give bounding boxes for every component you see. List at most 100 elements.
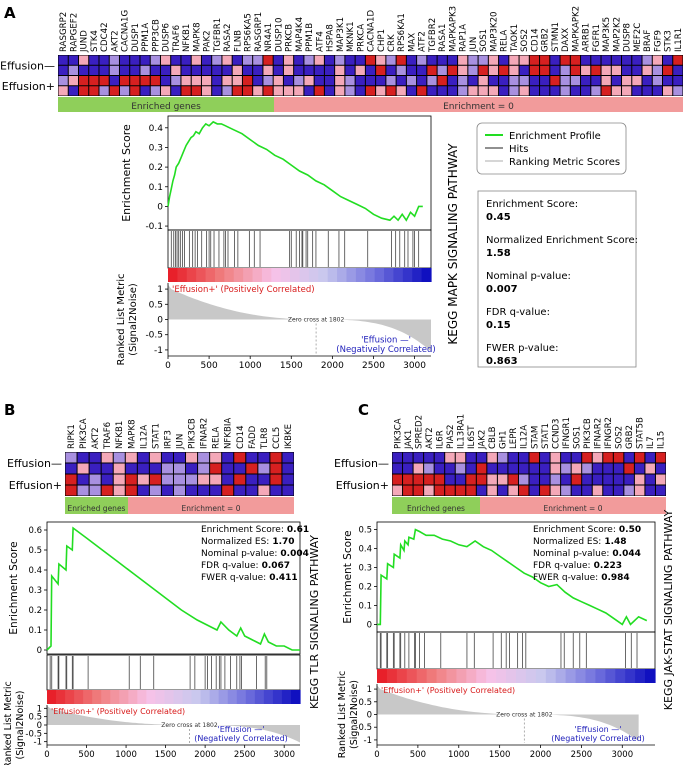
heatmap-cell xyxy=(560,86,570,96)
es-ytick-label: -0.1 xyxy=(145,222,163,232)
heatmap-cell xyxy=(222,86,232,96)
ranking-ramp-segment xyxy=(164,690,175,704)
heatmap-cell xyxy=(396,55,406,65)
heatmap-cell xyxy=(611,65,622,75)
xtick-label: 2000 xyxy=(321,361,344,371)
heatmap-cell xyxy=(181,76,191,86)
heatmap-cell xyxy=(294,55,304,65)
gene-name: CCND3 xyxy=(551,418,561,449)
gene-name: TGFBR2 xyxy=(428,18,438,53)
heatmap-cell xyxy=(149,452,161,463)
heatmap-cell xyxy=(673,55,683,65)
heatmap-cell xyxy=(324,76,335,86)
xtick-label: 3000 xyxy=(611,750,633,760)
gene-name: HSPA8 xyxy=(326,24,336,52)
ranking-ramp-segment xyxy=(83,690,93,704)
gene-name: MAPKAPK3 xyxy=(448,6,458,52)
heatmap-cell xyxy=(186,463,198,474)
gene-name: RAP1A xyxy=(459,24,469,52)
heatmap-cell xyxy=(488,86,499,96)
ranking-ramp-segment xyxy=(615,669,626,683)
heatmap-cell xyxy=(270,463,282,474)
stat-value: 0.61 xyxy=(287,525,309,535)
heatmap-cell xyxy=(476,474,487,485)
heatmap-cell xyxy=(591,65,601,75)
heatmap-cell xyxy=(282,452,294,463)
heatmap-cell xyxy=(222,65,232,75)
gene-name: GH1 xyxy=(499,430,509,449)
gene-name: CD14 xyxy=(530,28,540,52)
heatmap-cell xyxy=(396,65,406,75)
gene-name: SOS1 xyxy=(572,426,582,449)
gene-name: PIK3CA xyxy=(79,418,89,449)
xtick-label: 0 xyxy=(44,750,49,760)
heatmap-cell xyxy=(101,474,113,485)
heatmap-cell xyxy=(89,474,101,485)
heatmap-cell xyxy=(468,76,478,86)
heatmap-cell xyxy=(403,474,413,485)
metric-ytick-label: 0.5 xyxy=(358,698,372,708)
pos-corr-label: 'Effusion+' (Positively Correlated) xyxy=(381,686,515,695)
heatmap-cell xyxy=(613,485,624,496)
heatmap-cell xyxy=(509,86,519,96)
es-ytick-label: 0 xyxy=(367,620,372,630)
heatmap-cell xyxy=(119,76,130,86)
heatmap-cell xyxy=(571,485,582,496)
xtick-label: 500 xyxy=(410,750,426,760)
stat-value: 1.58 xyxy=(486,248,511,259)
heatmap-cell xyxy=(365,76,376,86)
heatmap-cell xyxy=(246,463,258,474)
heatmap-cell xyxy=(550,65,560,75)
heatmap-cell xyxy=(345,76,355,86)
heatmap-cell xyxy=(58,86,68,96)
heatmap-cell xyxy=(89,55,99,65)
heatmap-cell xyxy=(109,55,119,65)
ranking-ramp-segment xyxy=(245,690,256,704)
enriched-band xyxy=(58,97,274,112)
heatmap-cell xyxy=(417,76,427,86)
ranking-ramp-segment xyxy=(290,690,301,704)
heatmap-cell xyxy=(78,86,89,96)
gene-name: STAT5B xyxy=(636,417,646,449)
gene-name: NR4A1 xyxy=(264,23,274,52)
heatmap-cell xyxy=(191,55,201,65)
gene-name: JUN xyxy=(176,434,186,450)
stat-label: Enrichment Score: xyxy=(533,525,616,535)
heatmap-cell xyxy=(560,55,570,65)
heatmap-cell xyxy=(232,55,242,65)
ranking-ramp-segment xyxy=(575,669,587,683)
heatmap-cell xyxy=(518,452,529,463)
gene-name: IRF3 xyxy=(163,430,173,449)
heatmap-cell xyxy=(161,485,173,496)
metric-ytick-label: 0.5 xyxy=(149,300,163,310)
ranking-ramp-segment xyxy=(200,690,211,704)
stat-label: FDR q-value: xyxy=(533,561,591,571)
heatmap-cell xyxy=(455,463,466,474)
ranking-ramp-segment xyxy=(476,669,487,683)
heatmap-cell xyxy=(150,55,160,65)
metric-ylabel-2: (Signal2Noise) xyxy=(128,283,139,356)
heatmap-cell xyxy=(314,76,324,86)
heatmap-cell xyxy=(345,55,355,65)
heatmap-cell xyxy=(603,452,613,463)
heatmap-cell xyxy=(345,86,355,96)
heatmap-cell xyxy=(591,55,601,65)
heatmap-cell xyxy=(386,65,396,75)
gene-name: JAK2 xyxy=(478,430,488,450)
heatmap-cell xyxy=(198,485,210,496)
heatmap-cell xyxy=(499,65,509,75)
heatmap-cell xyxy=(571,474,582,485)
gene-name: LEPR xyxy=(509,428,519,449)
gene-name: CD14 xyxy=(236,425,246,449)
heatmap-cell xyxy=(68,55,78,65)
pathway-title: KEGG MAPK SIGNALING PATHWAY xyxy=(446,143,460,345)
heatmap-cell xyxy=(283,55,294,65)
heatmap-cell xyxy=(119,55,130,65)
heatmap-cell xyxy=(561,485,571,496)
heatmap-cell xyxy=(468,55,478,65)
gene-name: IL12A xyxy=(520,425,530,449)
ranking-ramp-segment xyxy=(402,268,413,282)
ranking-ramp-segment xyxy=(254,690,265,704)
heatmap-cell xyxy=(624,485,634,496)
metric-ylabel-1: Ranked List Metric xyxy=(116,273,127,365)
